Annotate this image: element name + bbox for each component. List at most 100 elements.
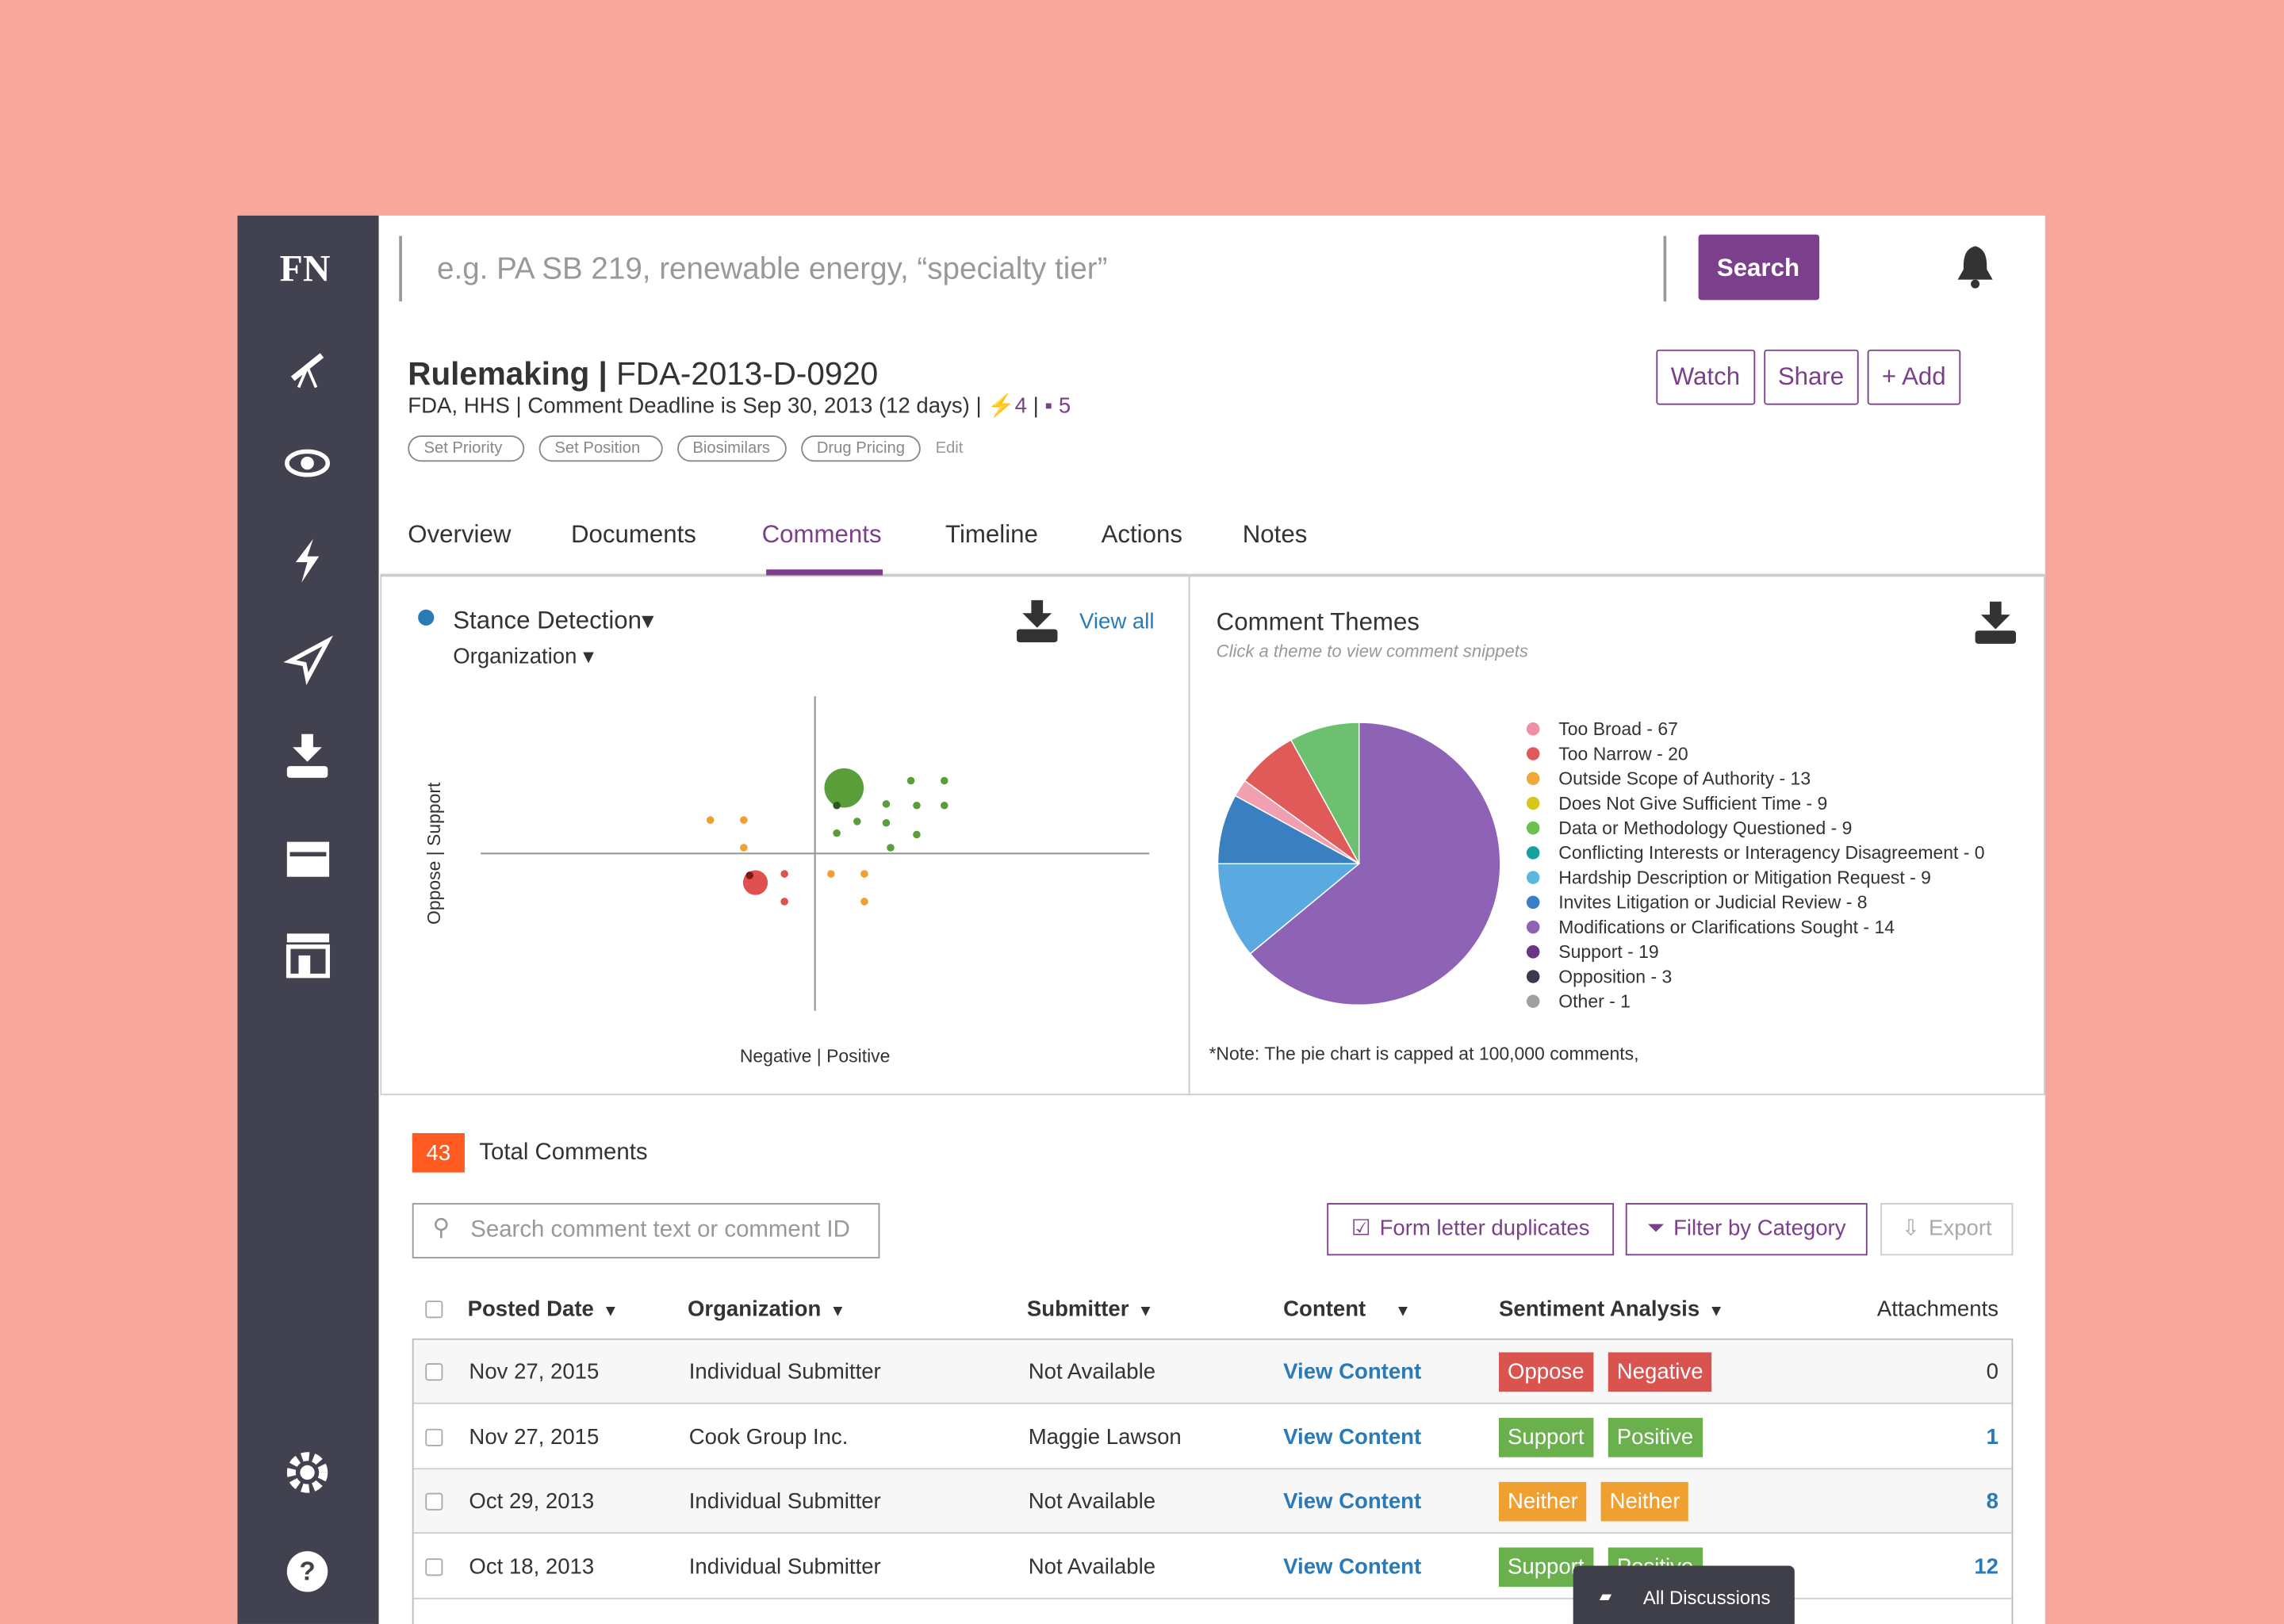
button-label[interactable]: Export xyxy=(1929,1216,1992,1241)
cell: Individual Submitter xyxy=(688,1553,881,1580)
stance-group[interactable]: Organization ▾ xyxy=(453,644,594,669)
stance-group-text[interactable]: Organization xyxy=(453,644,577,669)
checkbox[interactable] xyxy=(425,1363,443,1381)
tab[interactable]: Notes xyxy=(1242,520,1308,549)
table-row xyxy=(413,1469,2012,1534)
legend-item[interactable]: Support - 19 xyxy=(1558,941,1659,963)
comment-search[interactable] xyxy=(412,1203,880,1258)
stance-title-text[interactable]: Stance Detection xyxy=(453,607,642,634)
tab[interactable]: Timeline xyxy=(945,520,1038,549)
count-label: Total Comments xyxy=(479,1140,648,1166)
sentiment-badge: Positive xyxy=(1608,1417,1703,1457)
attachment-count[interactable]: 8 xyxy=(1986,1489,1999,1515)
tag[interactable]: Set Priority xyxy=(408,435,524,462)
checkbox[interactable] xyxy=(425,1300,443,1319)
tab[interactable]: Documents xyxy=(571,520,696,549)
view-content-link[interactable]: View Content xyxy=(1283,1489,1422,1515)
tab[interactable]: Actions xyxy=(1101,520,1182,549)
column-header[interactable]: Organization ▼ xyxy=(687,1297,846,1322)
table-row xyxy=(413,1339,2012,1404)
actions-number[interactable]: 4 xyxy=(1014,393,1027,419)
alerts-icon[interactable] xyxy=(295,538,320,583)
comment-button[interactable]: ⏷ Filter by Category xyxy=(1625,1203,1868,1256)
header-button[interactable]: + Add xyxy=(1867,349,1961,405)
legend-item[interactable]: Opposition - 3 xyxy=(1558,967,1673,987)
legend-item[interactable]: Invites Litigation or Judicial Review - … xyxy=(1558,892,1868,914)
edit-tag[interactable]: Edit xyxy=(935,439,964,458)
legend-item[interactable]: Hardship Description or Mitigation Reque… xyxy=(1558,868,1931,888)
comment-button[interactable]: ⇩ Export xyxy=(1880,1203,2014,1256)
settings-icon[interactable] xyxy=(286,1452,328,1493)
legend-item[interactable]: Conflicting Interests or Interagency Dis… xyxy=(1558,843,1985,864)
column-header[interactable]: Submitter ▼ xyxy=(1026,1297,1154,1322)
comments-count[interactable]: ▪ 5 xyxy=(1044,393,1071,419)
tab[interactable]: Comments xyxy=(761,520,882,549)
legend-item[interactable]: Other - 1 xyxy=(1558,991,1631,1013)
comments-number[interactable]: 5 xyxy=(1058,393,1071,419)
column-header[interactable]: Attachments xyxy=(1876,1297,1999,1322)
attachment-count[interactable]: 1 xyxy=(1986,1424,1999,1450)
legend-item[interactable]: Too Broad - 67 xyxy=(1558,718,1678,740)
info-icon[interactable] xyxy=(418,609,435,626)
legend-dot xyxy=(1526,772,1540,786)
stance-title[interactable]: Stance Detection▾ xyxy=(453,607,654,634)
column-header[interactable]: Sentiment Analysis ▼ xyxy=(1499,1297,1725,1322)
checkbox[interactable] xyxy=(425,1492,443,1511)
help-icon[interactable]: ? xyxy=(286,1551,328,1592)
view-content-link[interactable]: View Content xyxy=(1283,1553,1422,1580)
explore-icon[interactable] xyxy=(290,353,324,389)
tag[interactable]: Biosimilars xyxy=(676,435,787,462)
scatter-point xyxy=(940,801,948,810)
legend-item[interactable]: Modifications or Clarifications Sought -… xyxy=(1558,917,1895,938)
button-icon: ⏷ xyxy=(1646,1216,1665,1241)
legend-dot xyxy=(1526,846,1540,860)
send-icon[interactable] xyxy=(283,635,334,685)
calendar-icon[interactable] xyxy=(286,841,330,877)
search-button-label[interactable]: Search xyxy=(1716,254,1800,282)
store-icon[interactable] xyxy=(286,933,331,979)
legend-dot xyxy=(1526,871,1540,884)
download-icon[interactable] xyxy=(1015,599,1059,644)
download-icon[interactable] xyxy=(286,733,328,778)
search-input[interactable]: e.g. PA SB 219, renewable energy, “speci… xyxy=(437,252,1108,286)
sentiment-badge: Negative xyxy=(1608,1352,1712,1392)
legend-item[interactable]: Too Narrow - 20 xyxy=(1558,744,1688,764)
comment-search-placeholder[interactable]: Search comment text or comment ID xyxy=(470,1217,850,1243)
column-header[interactable]: Posted Date ▼ xyxy=(467,1297,619,1322)
tag[interactable]: Drug Pricing xyxy=(800,435,922,462)
column-header[interactable]: Content ▼ xyxy=(1283,1297,1411,1322)
download-icon[interactable] xyxy=(1974,601,2018,645)
button-label[interactable]: Filter by Category xyxy=(1673,1216,1846,1241)
view-content-link[interactable]: View Content xyxy=(1283,1424,1422,1450)
header-button[interactable]: Watch xyxy=(1656,349,1755,405)
cell: Maggie Lawson xyxy=(1028,1424,1182,1450)
header-button[interactable]: Share xyxy=(1763,349,1859,405)
title-docket: FDA-2013-D-0920 xyxy=(616,355,879,393)
sentiment-badge: Neither xyxy=(1600,1481,1689,1522)
scatter-point xyxy=(827,870,835,878)
watch-icon[interactable] xyxy=(285,449,331,477)
legend-dot xyxy=(1526,821,1540,835)
legend-item[interactable]: Data or Methodology Questioned - 9 xyxy=(1558,818,1853,839)
chat-label[interactable]: All Discussions xyxy=(1642,1587,1771,1609)
chat-popup[interactable] xyxy=(1573,1565,1795,1624)
logo[interactable]: FN xyxy=(279,247,331,290)
scatter-point xyxy=(887,844,895,852)
cell: Individual Submitter xyxy=(688,1489,881,1515)
attachment-count[interactable]: 12 xyxy=(1974,1553,1999,1580)
tag[interactable]: Set Position xyxy=(538,435,662,462)
legend-item[interactable]: Outside Scope of Authority - 13 xyxy=(1558,768,1811,790)
legend-item[interactable]: Does Not Give Sufficient Time - 9 xyxy=(1558,793,1828,814)
attachment-count: 0 xyxy=(1986,1359,1999,1385)
comment-button[interactable]: ☑ Form letter duplicates xyxy=(1327,1203,1615,1256)
view-content-link[interactable]: View Content xyxy=(1283,1359,1422,1385)
tab[interactable]: Overview xyxy=(408,520,512,549)
checkbox[interactable] xyxy=(425,1557,443,1576)
sidebar-icons: ? xyxy=(283,353,334,1592)
bell-icon[interactable] xyxy=(1953,243,1997,290)
actions-count[interactable]: ⚡4 xyxy=(987,393,1027,419)
search-button[interactable] xyxy=(1698,234,1820,301)
view-all-link[interactable]: View all xyxy=(1079,609,1155,634)
checkbox[interactable] xyxy=(425,1427,443,1446)
button-label[interactable]: Form letter duplicates xyxy=(1379,1216,1590,1241)
